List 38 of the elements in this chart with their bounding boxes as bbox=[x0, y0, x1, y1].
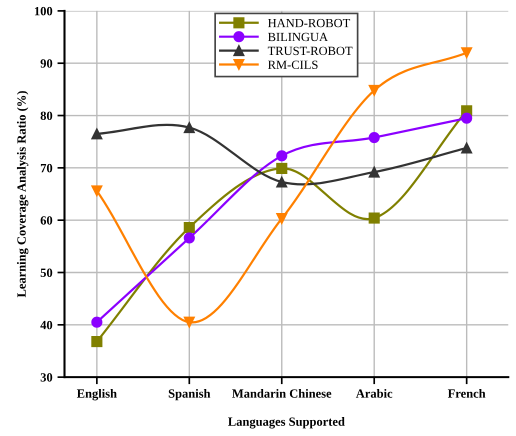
y-tick-label: 80 bbox=[40, 112, 52, 120]
point bbox=[91, 336, 102, 348]
y-tick-label: 30 bbox=[40, 373, 52, 382]
point bbox=[276, 213, 288, 224]
point bbox=[184, 222, 195, 234]
point bbox=[461, 47, 472, 58]
point bbox=[91, 316, 102, 328]
point bbox=[276, 150, 288, 162]
x-tick-label: English bbox=[76, 388, 117, 400]
point bbox=[368, 212, 380, 224]
point bbox=[91, 128, 102, 140]
y-tick-label: 60 bbox=[40, 216, 52, 225]
point bbox=[276, 162, 288, 174]
point bbox=[368, 84, 380, 96]
legend-label: HAND-ROBOT bbox=[268, 18, 350, 28]
y-tick-label: 100 bbox=[34, 6, 52, 16]
y-axis-title: Learning Coverage Analysis Ratio (%) bbox=[16, 91, 28, 298]
point bbox=[368, 166, 380, 178]
legend-label: RM-CILS bbox=[268, 60, 318, 70]
point bbox=[276, 176, 288, 188]
y-tick-label: 50 bbox=[40, 268, 52, 277]
point bbox=[184, 232, 195, 244]
x-tick-label: Spanish bbox=[168, 388, 210, 400]
point bbox=[184, 122, 195, 134]
legend-label: BILINGUA bbox=[268, 32, 328, 42]
legend-label: TRUST-ROBOT bbox=[268, 46, 352, 56]
point bbox=[461, 142, 472, 154]
x-axis-title: Languages Supported bbox=[228, 417, 345, 428]
x-tick-label: French bbox=[448, 388, 486, 398]
point bbox=[91, 185, 102, 196]
y-tick-label: 90 bbox=[40, 59, 52, 68]
point bbox=[368, 132, 380, 144]
point bbox=[184, 316, 195, 328]
point bbox=[461, 112, 472, 124]
y-tick-label: 40 bbox=[40, 320, 52, 330]
y-tick-label: 70 bbox=[40, 164, 52, 172]
x-tick-label: Arabic bbox=[356, 388, 392, 398]
x-tick-label: Mandarin Chinese bbox=[232, 388, 332, 398]
